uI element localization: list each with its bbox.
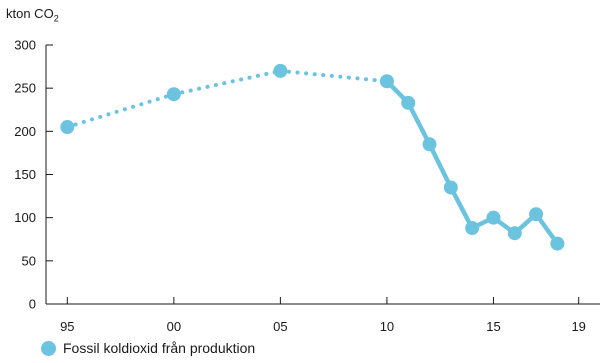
legend: Fossil koldioxid från produktion	[41, 340, 255, 356]
y-axis: 0 50 100 150 200 250 300	[14, 38, 53, 312]
series-lines	[67, 71, 557, 244]
y-tick-label: 200	[14, 124, 36, 139]
x-tick-label: 19	[571, 319, 585, 334]
x-axis: 95 00 05 10 15 19	[46, 297, 600, 334]
x-tick-label: 10	[380, 319, 394, 334]
x-tick-label: 05	[273, 319, 287, 334]
data-point	[167, 87, 181, 101]
series-segment-dotted	[174, 71, 281, 94]
legend-swatch	[41, 341, 56, 356]
series-segment-dotted	[67, 94, 174, 127]
x-tick-label: 15	[486, 319, 500, 334]
data-point	[380, 74, 394, 88]
data-point	[550, 237, 564, 251]
y-tick-label: 250	[14, 81, 36, 96]
data-point	[401, 96, 415, 110]
data-point	[529, 207, 543, 221]
x-tick-label: 00	[167, 319, 181, 334]
data-point	[465, 221, 479, 235]
y-tick-label: 100	[14, 210, 36, 225]
data-point	[486, 211, 500, 225]
y-tick-label: 300	[14, 38, 36, 53]
series-points	[60, 64, 564, 251]
series-segment-solid	[430, 144, 451, 187]
data-point	[508, 226, 522, 240]
data-point	[273, 64, 287, 78]
legend-label: Fossil koldioxid från produktion	[63, 340, 255, 356]
y-tick-label: 150	[14, 167, 36, 182]
x-tick-label: 95	[60, 319, 74, 334]
data-point	[60, 120, 74, 134]
series-segment-dotted	[280, 71, 387, 81]
y-tick-label: 50	[22, 253, 36, 268]
y-tick-label: 0	[29, 297, 36, 312]
data-point	[423, 137, 437, 151]
data-point	[444, 180, 458, 194]
